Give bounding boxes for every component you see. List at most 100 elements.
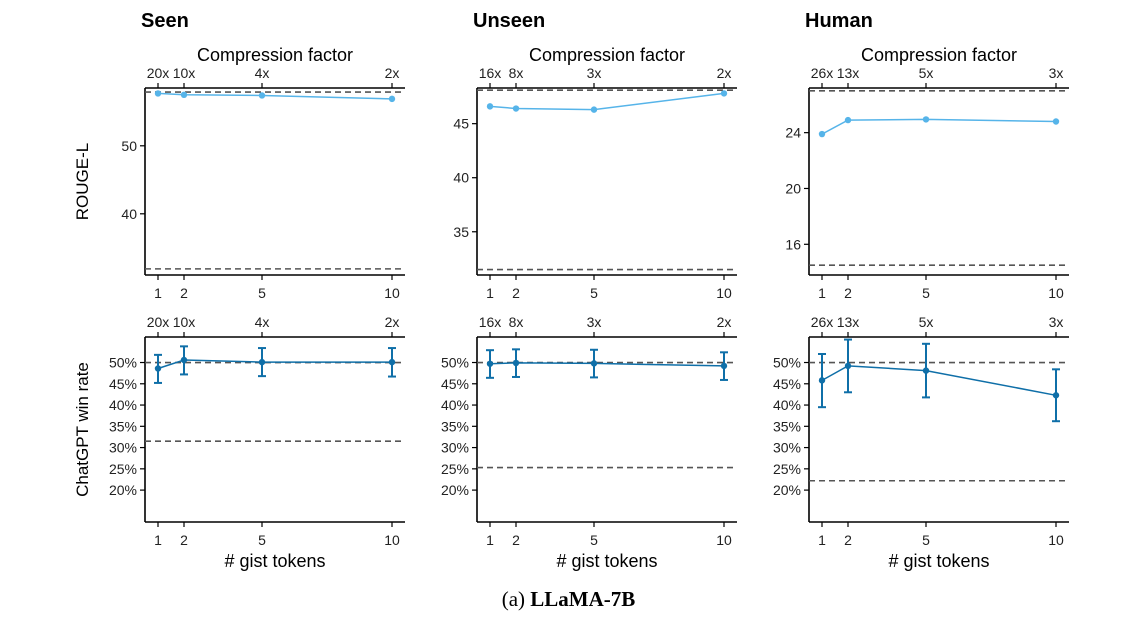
top-tick-label: 4x (255, 65, 270, 81)
top-tick-label: 10x (173, 314, 196, 330)
top-tick-label: 5x (919, 65, 934, 81)
data-point (844, 362, 852, 370)
data-point (180, 356, 188, 364)
panel-title: Seen (141, 10, 189, 32)
y-tick-label: 25% (773, 461, 801, 477)
top-tick-label: 3x (587, 65, 602, 81)
y-tick-label: 20% (109, 482, 137, 498)
top-tick-label: 3x (1049, 65, 1064, 81)
x-tick-label: 1 (486, 532, 494, 548)
x-tick-label: 10 (1048, 532, 1064, 548)
y-tick-label: 30% (109, 440, 137, 456)
top-tick-label: 13x (837, 314, 860, 330)
panel-winrate-seen: 1 20x 2 10x 5 4x 10 2x 20% 25% 30% 35% 40% 45% 50% # gi… (73, 314, 405, 571)
y-tick-label: 45% (773, 376, 801, 392)
panel-rouge-human: Human Compression factor 1 26x 2 13x 5 5x 10 3x 16… (785, 10, 1069, 301)
data-point (922, 116, 930, 123)
series-line (821, 118, 1057, 135)
data-point (844, 116, 852, 124)
data-point (720, 362, 728, 370)
data-point (1052, 118, 1060, 125)
x-tick-label: 2 (180, 532, 188, 548)
data-point (388, 358, 396, 366)
data-point (922, 367, 930, 374)
y-tick-label: 40% (773, 397, 801, 413)
data-point (590, 106, 598, 113)
y-tick-label: 40 (121, 206, 137, 222)
top-tick-label: 5x (919, 314, 934, 330)
y-tick-label: 50 (121, 138, 137, 154)
x-tick-label: 1 (154, 285, 162, 301)
data-point (1052, 392, 1060, 399)
y-tick-label: 40 (453, 170, 469, 186)
top-tick-label: 16x (479, 65, 502, 81)
y-tick-label: 25% (441, 461, 469, 477)
x-tick-label: 2 (180, 285, 188, 301)
y-axis-title: ChatGPT win rate (73, 362, 92, 497)
y-tick-label: 45% (109, 376, 137, 392)
y-tick-label: 45 (453, 116, 469, 132)
x-tick-label: 2 (844, 285, 852, 301)
top-tick-label: 26x (811, 314, 834, 330)
y-tick-label: 50% (441, 355, 469, 371)
x-tick-label: 1 (154, 532, 162, 548)
x-axis-title: # gist tokens (888, 551, 989, 571)
top-axis-title: Compression factor (861, 45, 1017, 65)
top-tick-label: 2x (717, 314, 732, 330)
data-point (486, 103, 494, 110)
data-point (720, 90, 728, 97)
x-tick-label: 1 (818, 285, 826, 301)
top-axis-title: Compression factor (529, 45, 685, 65)
x-tick-label: 10 (716, 285, 732, 301)
x-tick-label: 5 (590, 285, 598, 301)
y-tick-label: 24 (785, 125, 801, 141)
top-tick-label: 8x (509, 65, 524, 81)
y-tick-label: 16 (785, 236, 801, 252)
x-tick-label: 5 (922, 532, 930, 548)
y-tick-label: 35% (109, 418, 137, 434)
x-tick-label: 5 (258, 285, 266, 301)
x-tick-label: 10 (716, 532, 732, 548)
y-tick-label: 25% (109, 461, 137, 477)
data-point (154, 90, 162, 97)
series-line (157, 359, 392, 370)
data-point (512, 105, 520, 112)
y-tick-label: 35 (453, 224, 469, 240)
x-tick-label: 10 (1048, 285, 1064, 301)
y-tick-label: 30% (441, 440, 469, 456)
top-tick-label: 10x (173, 65, 196, 81)
x-axis-title: # gist tokens (224, 551, 325, 571)
x-tick-label: 5 (590, 532, 598, 548)
data-point (180, 91, 188, 99)
x-tick-label: 2 (844, 532, 852, 548)
series-line (157, 92, 393, 100)
x-axis-title: # gist tokens (556, 551, 657, 571)
panel-winrate-unseen: 1 16x 2 8x 5 3x 10 2x 20% 25% 30% 35% 40% 45% 50% # gis… (441, 314, 737, 571)
x-tick-label: 2 (512, 532, 520, 548)
y-tick-label: 45% (441, 376, 469, 392)
panel-rouge-unseen: Unseen Compression factor 1 16x 2 8x 5 3x 10 2x 35… (453, 10, 737, 301)
x-tick-label: 1 (818, 532, 826, 548)
data-point (818, 130, 826, 138)
y-tick-label: 50% (109, 355, 137, 371)
panel-rouge-seen: Seen Compression factor 1 20x 2 10x 5 4x 10 2x 40 5… (73, 10, 405, 301)
panel-title: Unseen (473, 10, 545, 32)
y-tick-label: 40% (441, 397, 469, 413)
top-tick-label: 3x (587, 314, 602, 330)
x-tick-label: 5 (922, 285, 930, 301)
y-tick-label: 20% (441, 482, 469, 498)
series-line (489, 362, 725, 367)
top-tick-label: 16x (479, 314, 502, 330)
top-tick-label: 3x (1049, 314, 1064, 330)
top-tick-label: 8x (509, 314, 524, 330)
x-tick-label: 10 (384, 532, 400, 548)
x-tick-label: 10 (384, 285, 400, 301)
data-point (486, 360, 494, 367)
figure-caption: (a) LLaMA-7B (0, 587, 1137, 612)
caption-prefix: (a) (501, 587, 531, 611)
x-tick-label: 1 (486, 285, 494, 301)
top-tick-label: 20x (147, 314, 170, 330)
panel-title: Human (805, 10, 873, 32)
series-line (821, 365, 1057, 397)
data-point (154, 365, 162, 372)
